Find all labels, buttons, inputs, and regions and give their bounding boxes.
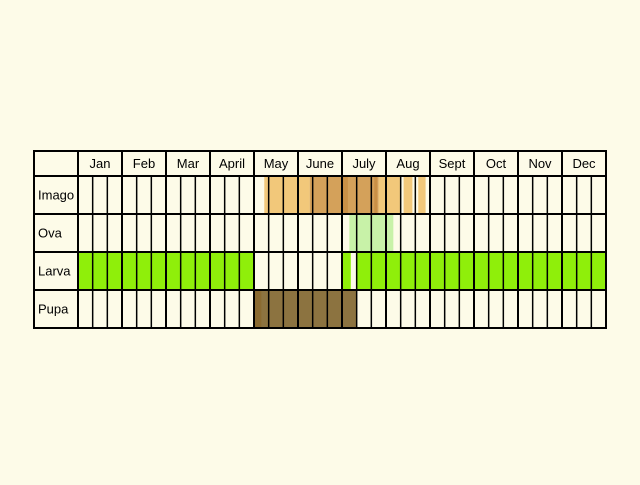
month-label: May xyxy=(264,156,289,171)
stage-label: Ova xyxy=(38,226,63,241)
month-label: Aug xyxy=(396,156,419,171)
band-imago-4 xyxy=(418,176,426,214)
table-labels: Jan Feb Mar April May June July Aug Sept Oct Nov De… xyxy=(38,156,596,317)
band-larva-2 xyxy=(356,252,606,290)
month-label: Mar xyxy=(177,156,200,171)
band-imago-6 xyxy=(374,176,378,214)
month-label: June xyxy=(306,156,334,171)
stage-label: Imago xyxy=(38,188,74,203)
band-pupa-0 xyxy=(254,290,357,328)
band-imago-0 xyxy=(264,176,310,214)
month-label: Sept xyxy=(439,156,466,171)
table-border xyxy=(33,150,607,329)
month-label: Nov xyxy=(528,156,552,171)
month-label: July xyxy=(352,156,376,171)
month-label: Feb xyxy=(133,156,155,171)
stage-label: Pupa xyxy=(38,302,69,317)
band-pupa-1 xyxy=(254,290,262,328)
band-imago-2 xyxy=(378,176,401,214)
month-label: Oct xyxy=(486,156,507,171)
month-label: April xyxy=(219,156,245,171)
month-label: Dec xyxy=(572,156,596,171)
table-grid xyxy=(33,150,607,329)
band-imago-3 xyxy=(403,176,413,214)
stage-label: Larva xyxy=(38,264,71,279)
month-label: Jan xyxy=(90,156,111,171)
band-larva-1 xyxy=(342,252,351,290)
band-imago-5 xyxy=(342,176,348,214)
